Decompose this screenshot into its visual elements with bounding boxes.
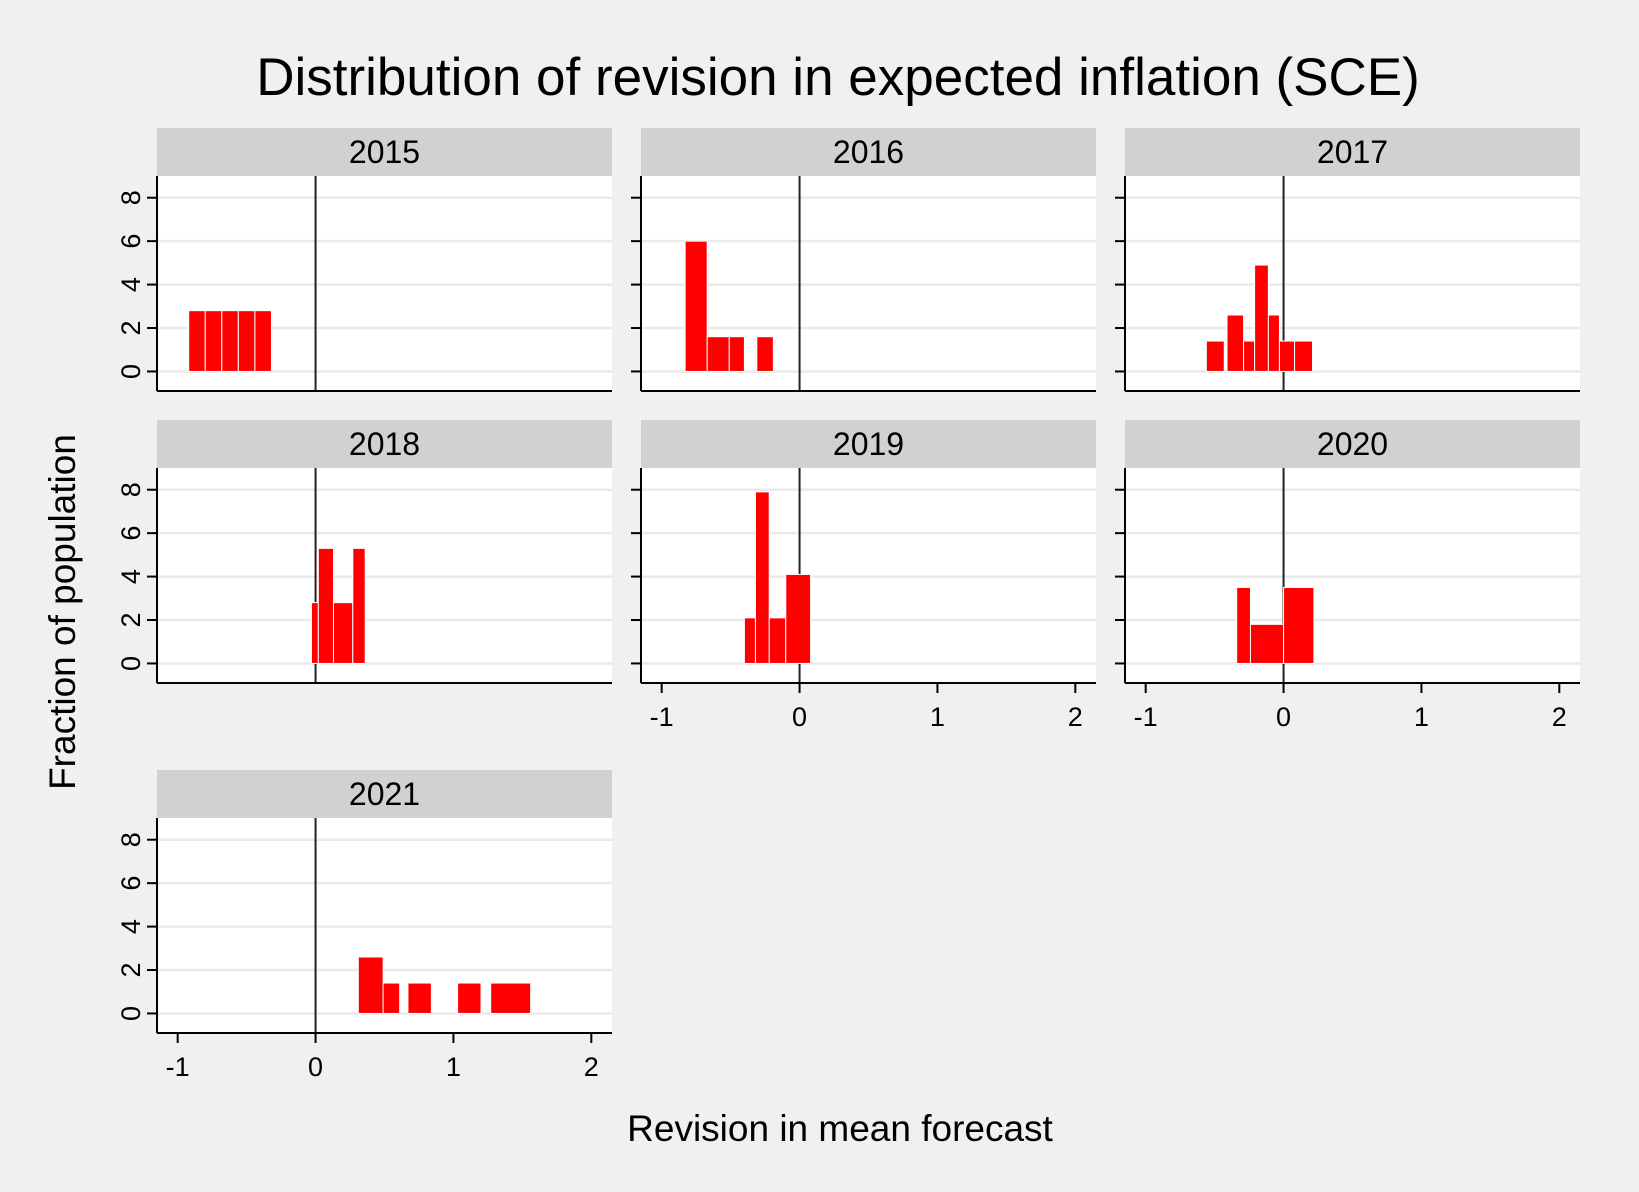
y-axis-label: Fraction of population [42,434,83,790]
histogram-bar [457,982,482,1014]
y-tick-label: 8 [116,190,146,205]
x-tick-label: 0 [792,702,807,732]
y-tick-label: 4 [116,569,146,584]
histogram-bar [706,336,730,372]
histogram-bar [1205,340,1225,372]
panel-strip [641,128,1096,176]
panel-strip-label: 2018 [349,426,420,462]
histogram-bar [490,982,532,1014]
panel-strip-label: 2021 [349,776,420,812]
y-tick-label: 0 [116,656,146,671]
histogram-bar [1278,340,1296,372]
x-tick-label: 0 [308,1052,323,1082]
panel-strip-label: 2020 [1317,426,1388,462]
histogram-bar [785,573,812,664]
histogram-bar [221,310,239,372]
panel-2018: 2018 0 2 4 6 8 [116,420,612,684]
x-tick-label: 1 [446,1052,461,1082]
chart-title: Distribution of revision in expected inf… [256,48,1420,107]
histogram-bar [1249,623,1285,664]
y-tick-label: 0 [116,1006,146,1021]
y-tick-label: 4 [116,919,146,934]
histogram-bar [728,336,745,372]
panel-2017: 2017 [1115,128,1580,392]
histogram-bar [357,956,384,1014]
histogram-bar [768,617,787,664]
panel-strip [157,128,612,176]
y-tick-label: 2 [116,321,146,336]
panel-strip-label: 2017 [1317,134,1388,170]
histogram-bar [756,336,774,372]
histogram-bar [1294,340,1314,372]
histogram-bar [1267,314,1280,372]
panel-2015: 2015 0 2 4 6 8 [116,128,612,392]
histogram-bar [310,602,319,664]
x-tick-label: -1 [166,1052,190,1082]
panel-strip-label: 2016 [833,134,904,170]
histogram-bar [237,310,256,372]
x-tick-label: 2 [584,1052,599,1082]
x-tick-label: 2 [1552,702,1567,732]
y-tick-label: 6 [116,876,146,891]
panel-strip [1125,128,1580,176]
histogram-bar [332,602,354,664]
panel-2016: 2016 [631,128,1096,392]
histogram-bar [1226,314,1245,372]
y-tick-label: 0 [116,364,146,379]
x-axis-label: Revision in mean forecast [627,1108,1053,1149]
histogram-bar [1236,586,1251,664]
histogram-bar [743,617,756,664]
histogram-bar [1283,586,1315,664]
histogram-bar [407,982,432,1014]
x-tick-label: 0 [1276,702,1291,732]
panel-strip [1125,420,1580,468]
histogram-bar [1254,264,1269,372]
panel-strip [641,420,1096,468]
y-tick-label: 2 [116,613,146,628]
y-tick-label: 6 [116,234,146,249]
x-tick-label: 1 [930,702,945,732]
y-tick-label: 4 [116,277,146,292]
x-tick-label: -1 [650,702,674,732]
x-tick-label: 2 [1068,702,1083,732]
histogram-bar [754,491,770,664]
panel-strip-label: 2015 [349,134,420,170]
histogram-bar [254,310,272,372]
panel-strip-label: 2019 [833,426,904,462]
histogram-bar [352,547,366,664]
histogram-bar [684,240,708,372]
histogram-bar [188,310,206,372]
panel-2020: 2020 -1 0 1 2 [1115,420,1580,732]
y-tick-label: 8 [116,482,146,497]
panel-strip [157,770,612,818]
histogram-bar [1243,340,1256,372]
histogram-bar [382,982,401,1014]
histogram-bar [317,547,334,664]
x-tick-label: 1 [1414,702,1429,732]
panel-2019: 2019 -1 0 1 2 [631,420,1096,732]
x-tick-label: -1 [1134,702,1158,732]
histogram-bar [204,310,223,372]
y-tick-label: 2 [116,963,146,978]
panel-strip [157,420,612,468]
y-tick-label: 8 [116,832,146,847]
y-tick-label: 6 [116,526,146,541]
panel-2021: 2021 0 2 4 6 8 -1 0 1 2 [116,770,612,1082]
